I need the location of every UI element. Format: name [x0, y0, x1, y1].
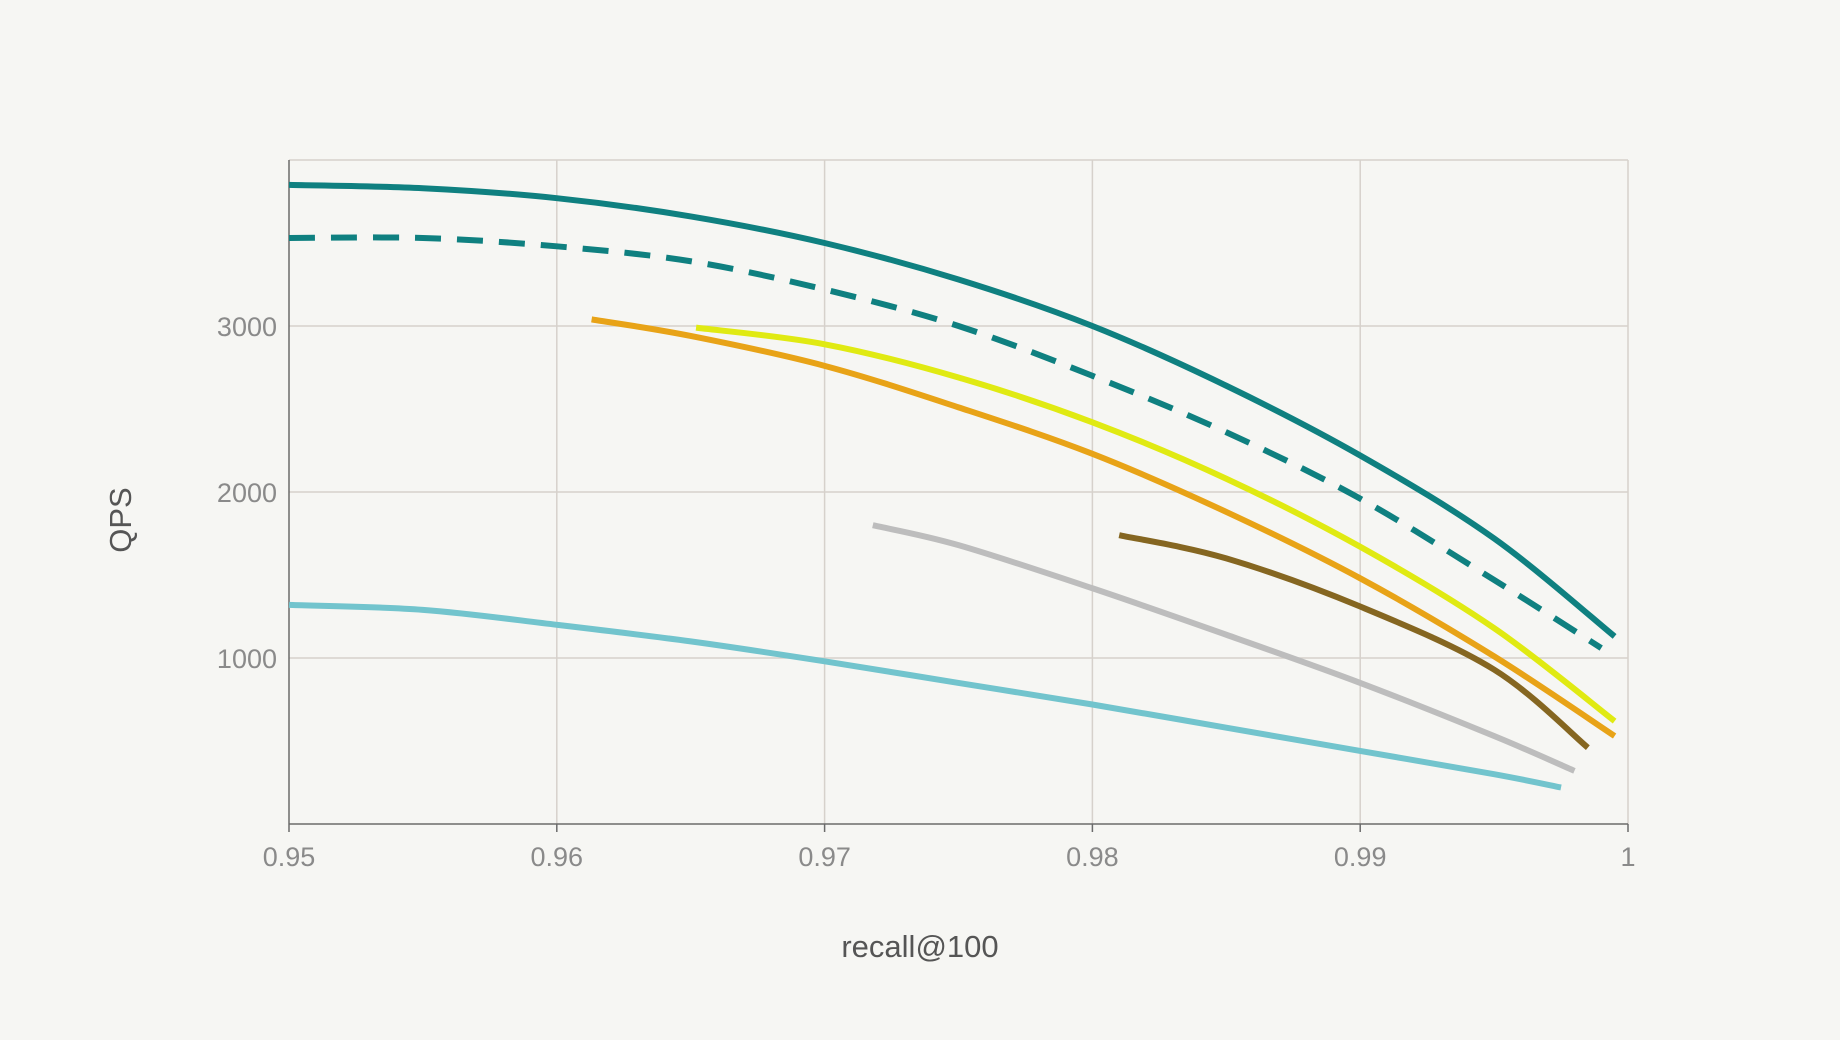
series-line-6: [1118, 532, 1590, 750]
x-tick-label: 1: [1620, 842, 1635, 872]
series-group: [288, 181, 1617, 791]
axes: [288, 160, 1629, 832]
x-tick-label: 0.97: [798, 842, 851, 872]
y-tick-label: 3000: [217, 312, 277, 342]
y-tick-label: 1000: [217, 644, 277, 674]
x-axis-label: recall@100: [841, 929, 998, 964]
series-line-7: [288, 601, 1562, 791]
x-tick-label: 0.96: [531, 842, 584, 872]
tick-labels: 0.95 0.96 0.97 0.98 0.99 1 1000 2000 3000: [217, 312, 1636, 872]
x-tick-label: 0.99: [1334, 842, 1387, 872]
series-line-2: [288, 234, 1603, 651]
x-tick-label: 0.95: [263, 842, 316, 872]
x-tick-label: 0.98: [1066, 842, 1119, 872]
series-line-1: [288, 181, 1617, 639]
series-line-5: [872, 522, 1576, 774]
y-axis-label: QPS: [103, 487, 138, 552]
series-line-3: [591, 316, 1617, 739]
y-tick-label: 2000: [217, 478, 277, 508]
series-line-4: [695, 324, 1617, 724]
